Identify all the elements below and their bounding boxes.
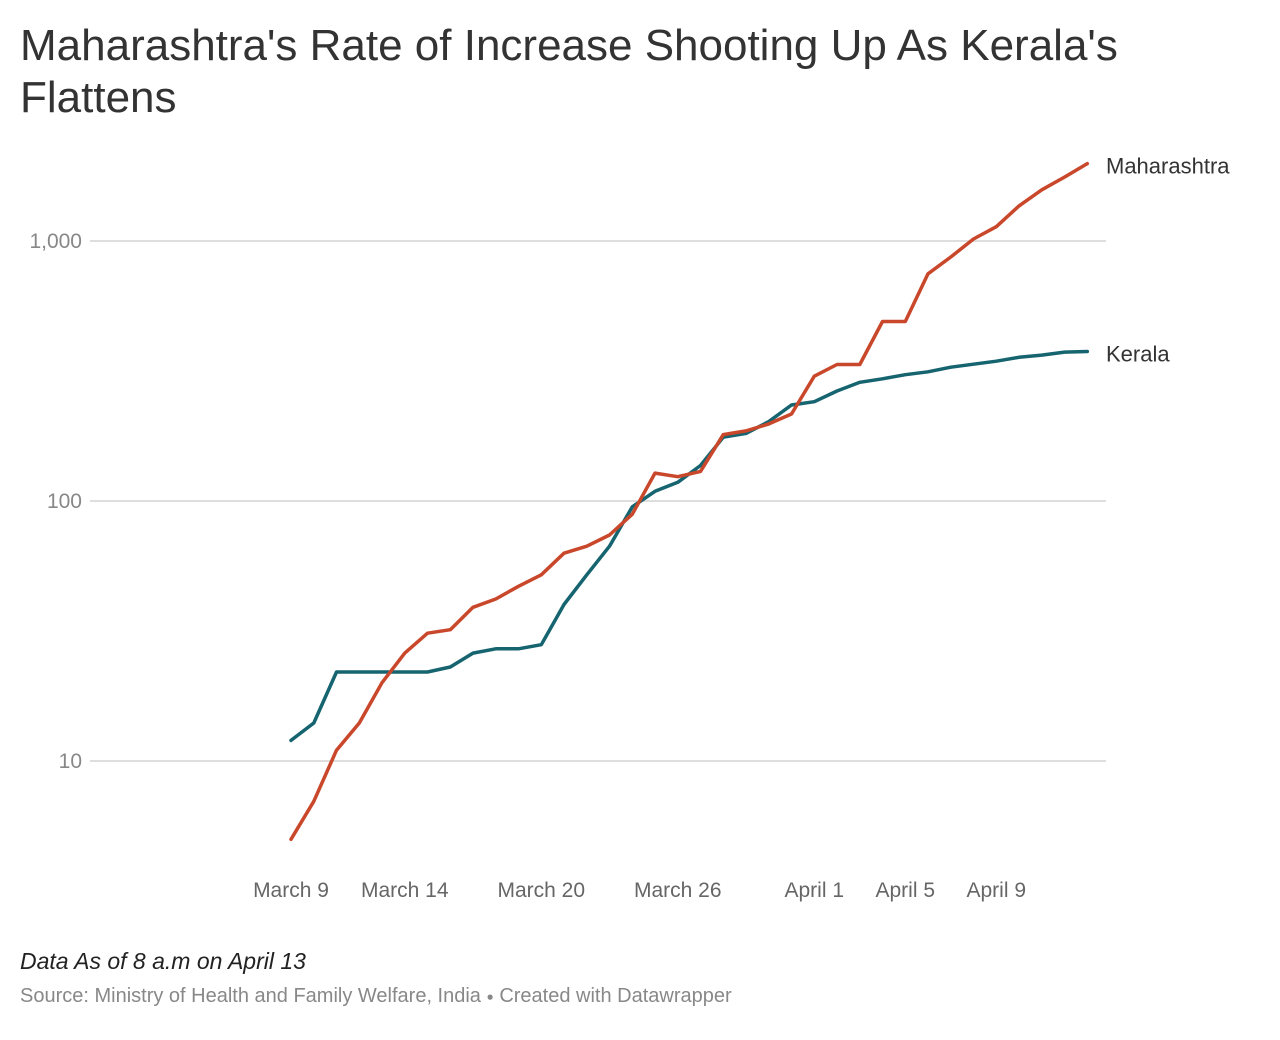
x-tick-label: March 9 (253, 879, 329, 902)
x-tick-label: March 26 (634, 879, 722, 902)
x-axis-ticks: March 9 March 14 March 20 March 26 April 1 Ap… (253, 879, 1026, 902)
x-tick-label: April 5 (875, 879, 935, 902)
series-line-maharashtra (289, 161, 1090, 842)
series-lines (289, 161, 1090, 842)
y-tick-label: 1,000 (29, 230, 82, 253)
source-text: Source: Ministry of Health and Family We… (20, 985, 481, 1007)
credit-link[interactable]: Created with Datawrapper (499, 985, 732, 1007)
x-tick-label: April 1 (784, 879, 844, 902)
y-tick-label: 10 (59, 750, 82, 773)
source-line: Source: Ministry of Health and Family We… (20, 985, 732, 1008)
series-label-kerala: Kerala (1106, 341, 1170, 366)
separator-dot: ● (486, 989, 494, 1004)
x-tick-label: April 9 (966, 879, 1026, 902)
chart-title: Maharashtra's Rate of Increase Shooting … (20, 21, 1118, 122)
y-tick-label: 100 (47, 490, 82, 513)
series-label-maharashtra: Maharashtra (1106, 154, 1230, 179)
y-axis-ticks: 10 100 1,000 (29, 230, 82, 773)
series-labels: Maharashtra Kerala (1106, 154, 1230, 367)
x-tick-label: March 20 (497, 879, 585, 902)
x-tick-label: March 14 (361, 879, 449, 902)
series-line-kerala (289, 349, 1090, 743)
data-note: Data As of 8 a.m on April 13 (20, 948, 306, 974)
gridlines (90, 240, 1106, 762)
